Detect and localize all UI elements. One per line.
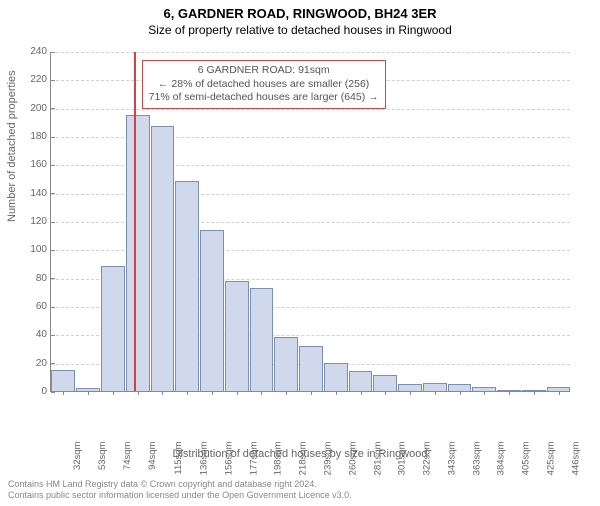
xtick-mark	[559, 391, 560, 395]
xtick-mark	[261, 391, 262, 395]
footer-line1: Contains HM Land Registry data © Crown c…	[8, 479, 592, 491]
bar	[373, 375, 397, 391]
bar	[423, 383, 447, 392]
xtick-mark	[484, 391, 485, 395]
bar	[225, 281, 249, 392]
xtick-mark	[237, 391, 238, 395]
xtick-mark	[336, 391, 337, 395]
xtick-mark	[286, 391, 287, 395]
xtick-mark	[361, 391, 362, 395]
bar	[175, 181, 199, 391]
xtick-mark	[460, 391, 461, 395]
annotation-line1: 6 GARDNER ROAD: 91sqm	[149, 64, 379, 78]
chart-title: 6, GARDNER ROAD, RINGWOOD, BH24 3ER	[0, 6, 600, 21]
xtick-mark	[88, 391, 89, 395]
bar	[274, 337, 298, 391]
footer: Contains HM Land Registry data © Crown c…	[8, 479, 592, 502]
annotation-box: 6 GARDNER ROAD: 91sqm ← 28% of detached …	[142, 60, 386, 109]
bar	[51, 370, 75, 391]
xtick-mark	[509, 391, 510, 395]
bar	[250, 288, 274, 391]
reference-line	[134, 52, 136, 391]
xtick-mark	[63, 391, 64, 395]
xtick-mark	[410, 391, 411, 395]
footer-line2: Contains public sector information licen…	[8, 490, 592, 502]
annotation-line2: ← 28% of detached houses are smaller (25…	[149, 78, 379, 92]
xtick-mark	[311, 391, 312, 395]
x-axis-label: Distribution of detached houses by size …	[0, 448, 600, 460]
bar	[126, 115, 150, 391]
y-axis-label: Number of detached properties	[6, 70, 18, 222]
xtick-mark	[212, 391, 213, 395]
bar	[398, 384, 422, 391]
bar	[101, 266, 125, 391]
annotation-line3: 71% of semi-detached houses are larger (…	[149, 91, 379, 105]
bar	[200, 230, 224, 392]
xtick-mark	[187, 391, 188, 395]
xtick-mark	[138, 391, 139, 395]
plot-area: 020406080100120140160180200220240 32sqm5…	[50, 52, 570, 392]
xtick-mark	[113, 391, 114, 395]
bar	[349, 371, 373, 391]
bar	[324, 363, 348, 391]
chart-subtitle: Size of property relative to detached ho…	[0, 23, 600, 37]
xtick-mark	[385, 391, 386, 395]
xtick-mark	[435, 391, 436, 395]
bar	[151, 126, 175, 391]
bar	[448, 384, 472, 391]
xtick-mark	[162, 391, 163, 395]
bar	[299, 346, 323, 391]
xtick-mark	[534, 391, 535, 395]
